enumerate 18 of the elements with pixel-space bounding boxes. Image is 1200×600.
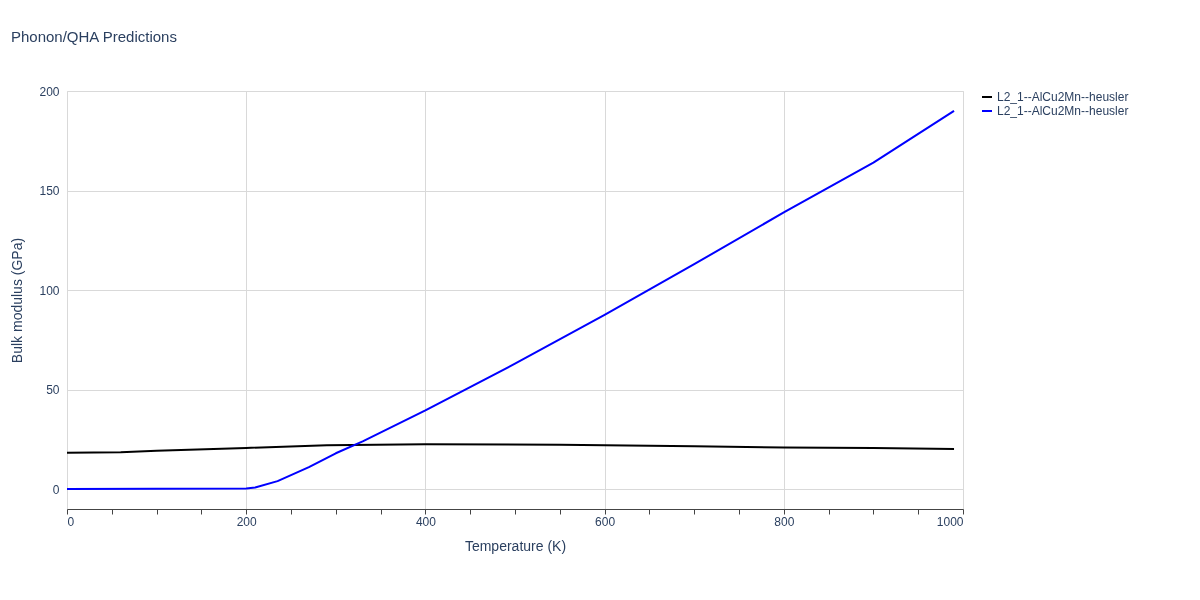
y-axis-title: Bulk modulus (GPa) <box>9 237 26 364</box>
legend-label: L2_1--AlCu2Mn--heusler <box>997 90 1129 104</box>
line-series <box>66 443 956 454</box>
y-tick-label: 100 <box>39 283 60 298</box>
y-tick-label: 200 <box>39 84 60 99</box>
x-tick-label: 1000 <box>936 514 964 529</box>
x-tick-label: 200 <box>236 514 258 529</box>
y-tick-label: 0 <box>52 482 60 497</box>
legend-label: L2_1--AlCu2Mn--heusler <box>997 104 1129 118</box>
chart-title: Phonon/QHA Predictions <box>10 28 177 45</box>
x-tick-label: 800 <box>774 514 795 529</box>
y-tick-label: 150 <box>39 184 60 199</box>
x-tick-label: 400 <box>415 514 437 529</box>
x-tick-label: 0 <box>67 514 75 529</box>
line-series <box>66 109 956 491</box>
x-axis-title: Temperature (K) <box>464 537 567 554</box>
x-tick-label: 600 <box>595 514 616 529</box>
y-tick-label: 50 <box>46 383 60 398</box>
